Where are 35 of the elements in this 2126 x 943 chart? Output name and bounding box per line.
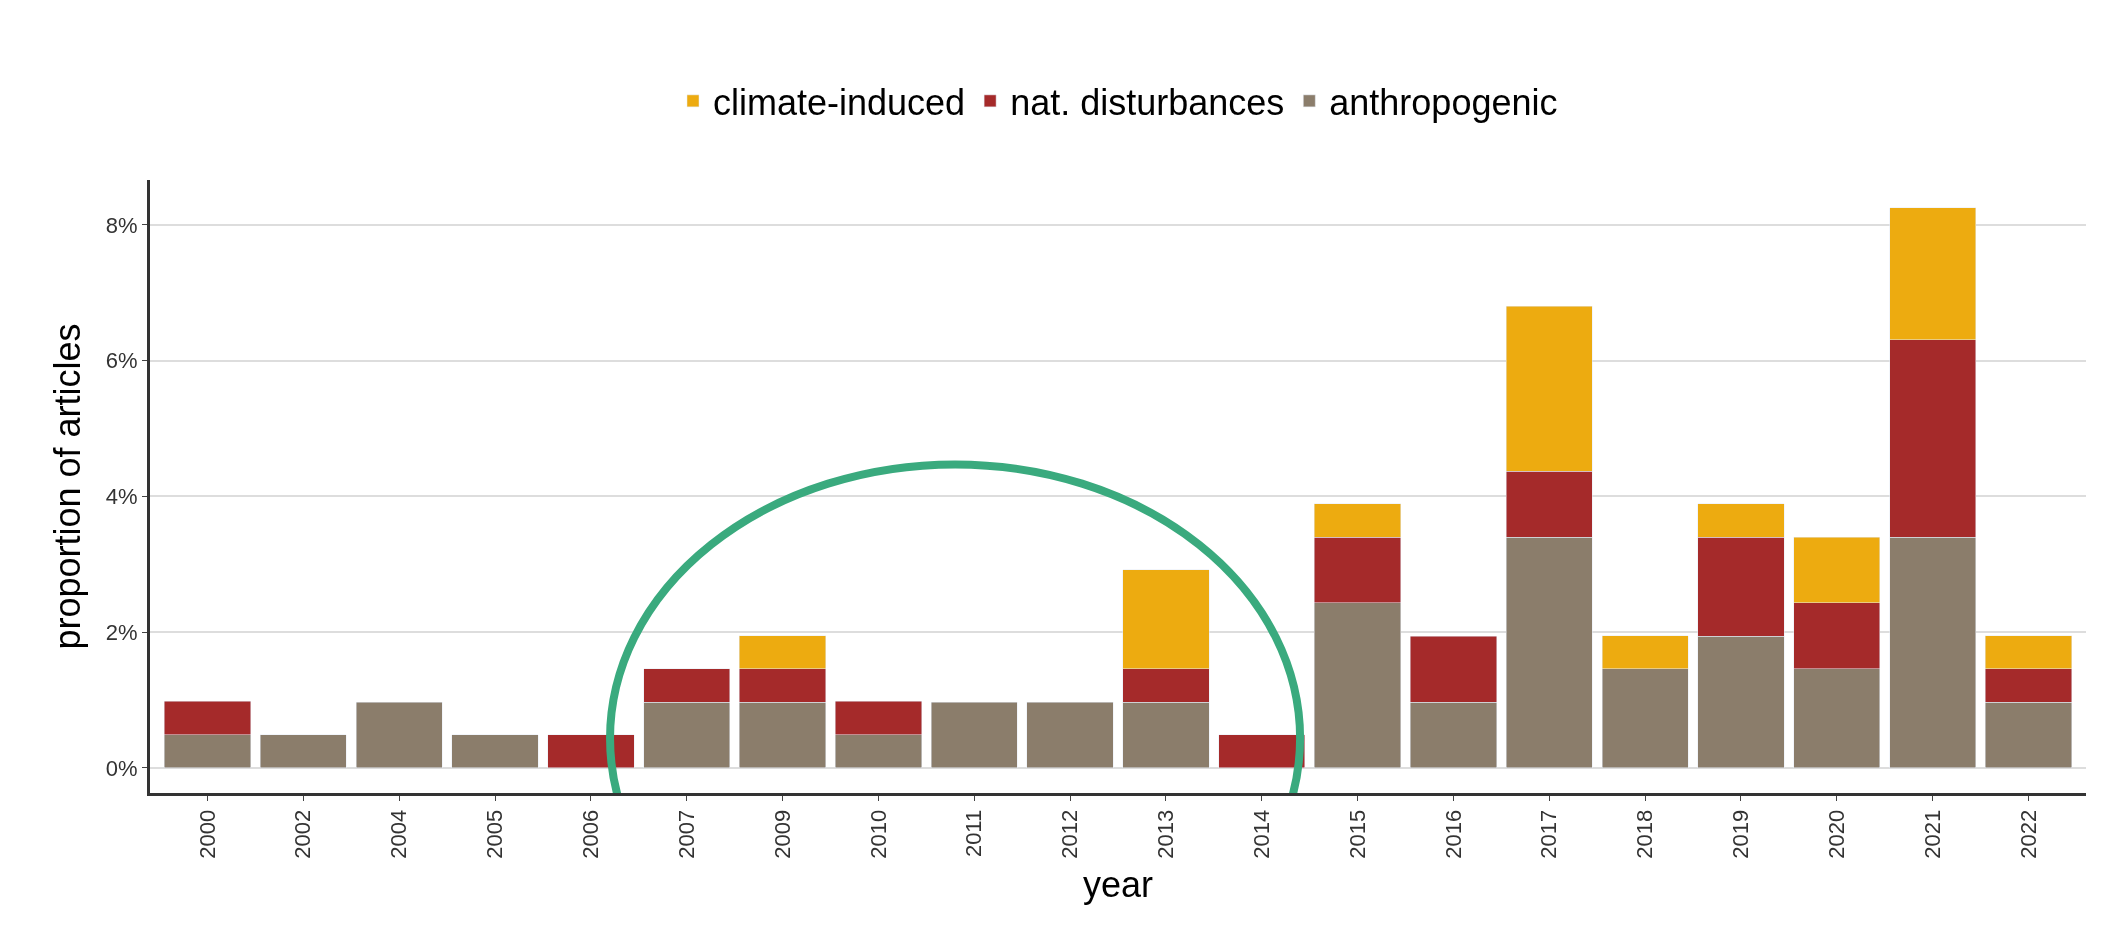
x-tick-label: 2004 [386,809,412,859]
bar [451,734,539,769]
x-tick-label: 2022 [2015,809,2041,859]
x-tick-label: 2013 [1153,809,1179,859]
x-tick-label: 2010 [865,809,891,859]
x-tick-label: 2007 [673,809,699,859]
x-tick-label: 2015 [1344,809,1370,859]
bar [355,701,443,769]
x-tick-label: 2016 [1440,809,1466,859]
bar [1026,701,1114,769]
y-tick-label: 4% [105,484,138,510]
y-tick-label: 8% [105,212,138,238]
x-tick-label: 2019 [1728,809,1754,859]
x-tick-label: 2009 [769,809,795,859]
x-tick-label: 2005 [482,809,508,859]
bar [930,701,1018,769]
y-axis-title: proportion of articles [46,323,88,650]
y-tick-label: 6% [105,348,138,374]
x-tick-label: 2014 [1248,809,1274,859]
x-tick-label: 2020 [1823,809,1849,859]
x-tick-label: 2018 [1632,809,1658,859]
x-tick-label: 2017 [1536,809,1562,859]
bar [259,734,347,769]
legend-label: anthropogenic [1329,81,1558,123]
legend-label: climate-induced [713,81,966,123]
x-tick-label: 2006 [578,809,604,859]
y-tick-label: 0% [105,755,138,781]
x-tick-label: 2021 [1919,809,1945,859]
y-tick-label: 2% [105,619,138,645]
x-tick-label: 2012 [1057,809,1083,859]
legend-label: nat. disturbances [1010,81,1285,123]
x-tick-label: 2000 [194,809,220,859]
x-axis-title: year [1082,864,1154,906]
x-tick-label: 2011 [961,809,987,858]
x-tick-label: 2002 [290,809,316,859]
